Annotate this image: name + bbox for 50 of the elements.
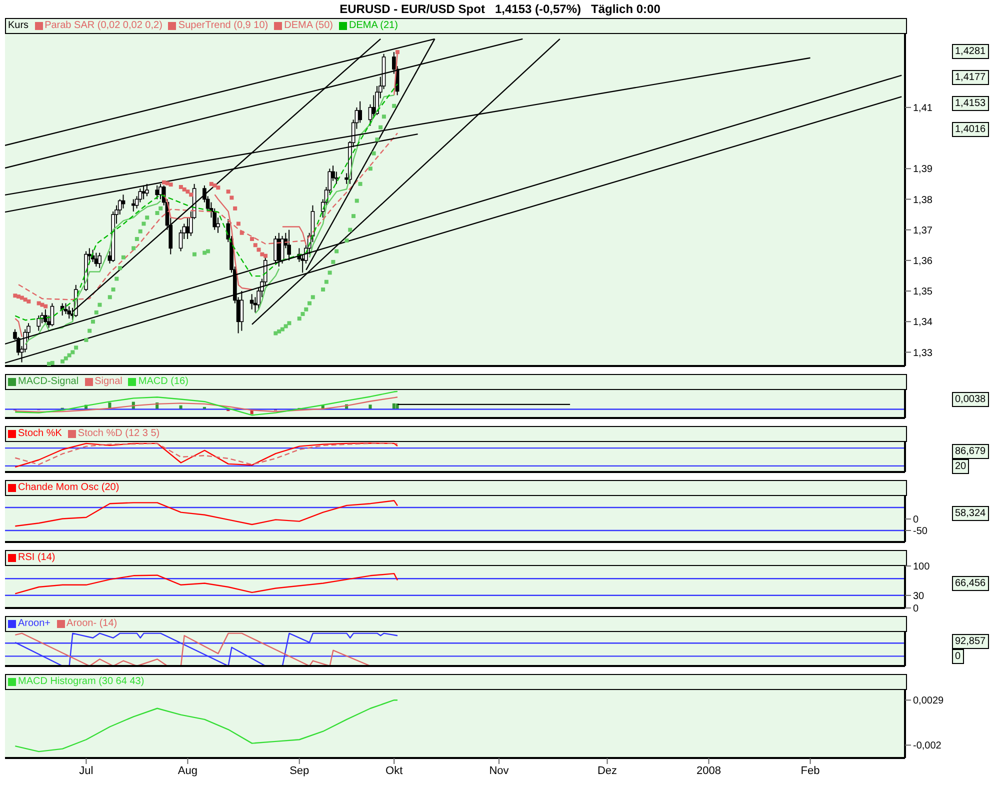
legend-label: Chande Mom Osc (20) xyxy=(17,481,120,495)
x-tick-label: Dez xyxy=(597,764,618,777)
y-tick-label: 1,41 xyxy=(913,102,933,114)
text: 0,0038 xyxy=(952,392,989,407)
text: 0 xyxy=(952,649,964,664)
y-tick-label: 1,36 xyxy=(913,256,933,267)
legend-title: Kurs xyxy=(8,19,29,33)
text: 1,4016 xyxy=(952,122,989,137)
legend-label: MACD-Signal xyxy=(17,375,79,389)
legend-label: Signal xyxy=(94,375,122,389)
y-tick-label: -0,002 xyxy=(913,740,942,752)
text: 1,4177 xyxy=(952,70,989,85)
y-tick-label: -50 xyxy=(913,526,928,538)
legend-label: DEMA (50) xyxy=(283,19,334,33)
y-tick-label: 1,39 xyxy=(913,164,933,176)
x-tick-label: Sep xyxy=(290,764,310,777)
y-tick-label: 1,34 xyxy=(913,317,933,328)
y-tick-label: 1,35 xyxy=(913,286,933,298)
x-tick-label: Nov xyxy=(489,764,510,777)
legend-label: RSI (14) xyxy=(17,551,56,565)
legend-label: DEMA (21) xyxy=(348,19,398,33)
x-tick-label: Aug xyxy=(178,764,198,777)
y-tick-label: 0 xyxy=(913,604,919,615)
text: 58,324 xyxy=(952,506,989,521)
y-tick-label: 1,38 xyxy=(913,194,933,206)
legend-label: Parab SAR (0,02 0,02 0,2) xyxy=(44,19,162,33)
y-tick-label: 100 xyxy=(913,562,930,573)
legend-label: MACD (16) xyxy=(137,375,188,389)
text: 86,679 xyxy=(952,444,989,459)
y-tick-label: 30 xyxy=(913,590,925,602)
legend-label: SuperTrend (0,9 10) xyxy=(177,19,268,33)
text: 92,857 xyxy=(952,634,989,649)
y-tick-label: 0 xyxy=(913,514,919,526)
text: 1,4281 xyxy=(952,44,989,59)
x-tick-label: Okt xyxy=(386,764,403,777)
y-tick-label: 0,0029 xyxy=(913,696,944,707)
legend-label: MACD Histogram (30 64 43) xyxy=(17,675,144,689)
x-tick-label: 2008 xyxy=(696,764,721,777)
x-tick-label: Feb xyxy=(800,764,820,777)
legend-label: Aroon- (14) xyxy=(66,617,118,631)
y-tick-label: 1,33 xyxy=(913,348,933,359)
legend-label: Stoch %K xyxy=(17,427,62,441)
chart-title: EURUSD - EUR/USD Spot 1,4153 (-0,57%) Täglich 0:00 xyxy=(340,2,660,16)
legend-label: Aroon+ xyxy=(17,617,51,631)
legend-label: Stoch %D (12 3 5) xyxy=(76,427,160,441)
y-tick-label: 1,37 xyxy=(913,225,933,236)
x-tick-label: Jul xyxy=(79,764,94,777)
text: 66,456 xyxy=(952,576,989,591)
text: 1,4153 xyxy=(952,96,989,111)
text: 20 xyxy=(952,459,970,474)
